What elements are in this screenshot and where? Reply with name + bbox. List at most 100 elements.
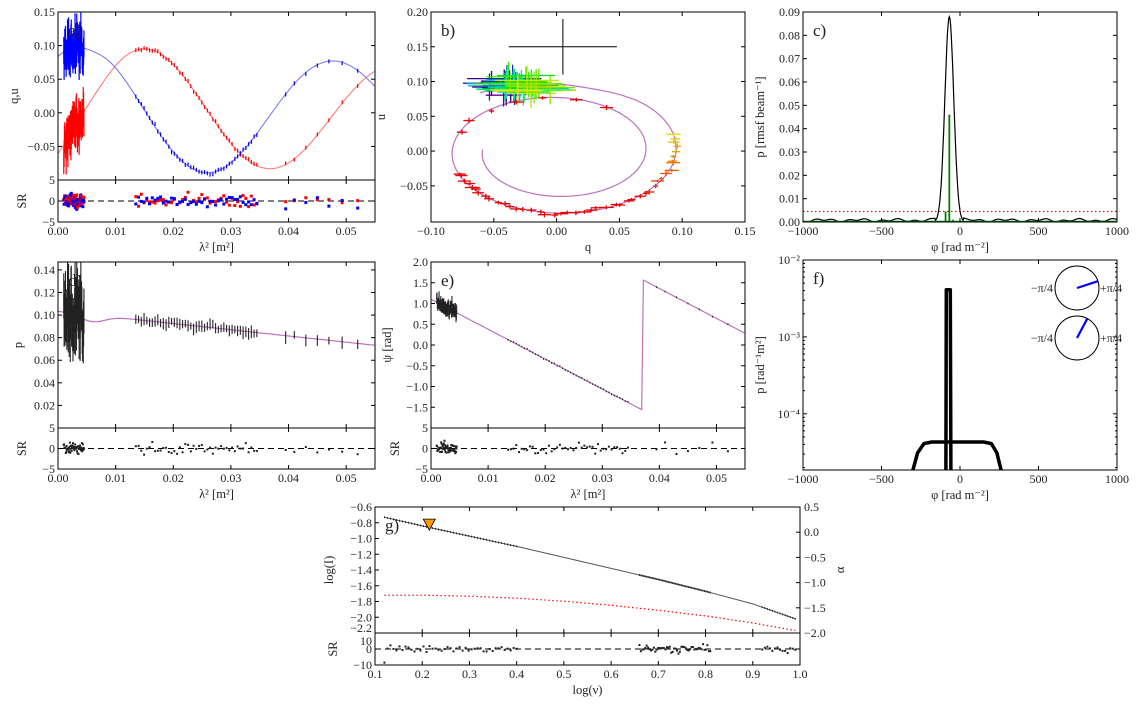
psi-residual-point xyxy=(446,447,449,450)
psi-residual-point xyxy=(531,445,534,448)
intensity-residual-point xyxy=(440,649,443,652)
p-residual-point xyxy=(76,452,79,455)
psi-residual-point xyxy=(455,445,458,448)
x-tick-label: 0.03 xyxy=(592,471,613,485)
intensity-residual-point xyxy=(652,646,655,649)
narrow-component-curve xyxy=(944,288,953,470)
y-tick-label: 0.06 xyxy=(779,75,800,89)
x-tick-label: 0.5 xyxy=(556,667,571,681)
y-tick-label: 0.00 xyxy=(407,144,428,158)
p-residual-point xyxy=(65,445,68,448)
panel-e-residuals-plot-area xyxy=(431,439,745,455)
y-tick-label: 0.03 xyxy=(779,145,800,159)
x-axis-label: λ² [m²] xyxy=(199,487,234,501)
p-residual-point xyxy=(189,450,192,453)
q-residual-point xyxy=(222,194,226,198)
y-axis-label: p [rad⁻¹m²] xyxy=(753,336,767,393)
y-tick-label: 0.04 xyxy=(779,122,800,136)
p-residual-point xyxy=(78,447,81,450)
intensity-residual-point xyxy=(506,647,509,650)
panel-c: −1000 −500 0 500 1000 0.00 0.01 0.02 0.03 0.04 0.0… xyxy=(753,5,1129,254)
intensity-residual-point xyxy=(655,648,658,651)
psi-residual-point xyxy=(440,443,443,446)
p-residual-point xyxy=(67,446,70,449)
intensity-residual-point xyxy=(696,648,699,651)
p-residual-point xyxy=(77,453,80,456)
y-tick-label: −0.5 xyxy=(406,359,428,373)
q-residual-point xyxy=(227,203,231,207)
psi-residual-point xyxy=(439,451,442,454)
x-tick-label: 1.0 xyxy=(793,667,808,681)
intensity-residual-point xyxy=(709,650,712,653)
p-residual-point xyxy=(69,451,72,454)
u-residual-point xyxy=(81,205,85,209)
p-residual-point xyxy=(69,448,72,451)
y-tick-label: 0 xyxy=(366,642,372,656)
intensity-residual-point xyxy=(639,650,642,653)
p-residual-point xyxy=(195,448,198,451)
angle-inset-2: −π/4 +π/4 xyxy=(1031,315,1122,361)
y-axis-label: SR xyxy=(15,193,29,209)
psi-residual-point xyxy=(448,447,451,450)
p-residual-point xyxy=(71,444,74,447)
p-model-curve xyxy=(58,310,375,346)
u-residual-point xyxy=(200,201,204,205)
x-tick-label: 0.00 xyxy=(546,224,567,238)
psi-residual-point xyxy=(583,444,586,447)
intensity-residual-point xyxy=(410,648,413,651)
p-residual-point xyxy=(143,453,146,456)
y-tick-label: 0.02 xyxy=(779,168,800,182)
y-tick-label: 0.09 xyxy=(779,5,800,19)
y-tick-label: 0.00 xyxy=(779,215,800,229)
y-tick-label: 0.02 xyxy=(34,398,55,412)
y-tick-label: 0.10 xyxy=(34,39,55,53)
p-residual-point xyxy=(316,451,319,454)
psi-residual-point xyxy=(451,444,454,447)
intensity-residual-point xyxy=(464,646,467,649)
p-residual-point xyxy=(72,447,75,450)
psi-residual-point xyxy=(507,448,510,451)
u-residual-point xyxy=(292,198,296,202)
panel-g-residuals: 0.1 0.2 0.3 0.4 0.5 0.6 0.7 0.8 0.9 1.0 −10 010 log(… xyxy=(326,632,808,697)
inset-right-label: +π/4 xyxy=(1100,331,1122,345)
intensity-residual-point xyxy=(663,647,666,650)
psi-residual-point xyxy=(588,445,591,448)
q-residual-point xyxy=(64,197,68,201)
x-tick-label: 0.4 xyxy=(509,667,524,681)
psi-residual-point xyxy=(454,452,457,455)
x-tick-label: 0.01 xyxy=(105,224,126,238)
p-residual-point xyxy=(187,443,190,446)
psi-residual-point xyxy=(451,449,454,452)
intensity-residual-point xyxy=(503,648,506,651)
p-residual-point xyxy=(176,452,179,455)
intensity-residual-point xyxy=(707,650,710,653)
y-tick-label: 5 xyxy=(49,421,55,435)
spectral-index-curve xyxy=(384,594,796,632)
p-residual-point xyxy=(74,447,77,450)
intensity-residual-point xyxy=(434,647,437,650)
intensity-residual-point xyxy=(515,647,518,650)
intensity-residual-point xyxy=(686,648,689,651)
p-residual-point xyxy=(145,447,148,450)
q-residual-point xyxy=(247,205,251,209)
y-tick-label: −1.5 xyxy=(406,400,428,414)
x-axis-label: log(ν) xyxy=(573,683,603,697)
q-residual-point xyxy=(244,196,248,200)
panel-label: c) xyxy=(813,21,826,40)
x-tick-label: 0.02 xyxy=(163,471,184,485)
q-residual-point xyxy=(153,201,157,205)
intensity-residual-point xyxy=(771,649,774,652)
u-residual-point xyxy=(153,198,157,202)
x-tick-label: −500 xyxy=(869,472,894,486)
psi-residual-point xyxy=(534,452,537,455)
p-residual-point xyxy=(250,446,253,449)
y-tick-label: −1.4 xyxy=(350,563,372,577)
intensity-residual-point xyxy=(703,648,706,651)
rm-spectrum-curve xyxy=(803,14,1117,222)
p-residual-point xyxy=(77,445,80,448)
psi-residual-point xyxy=(711,441,714,444)
p-residual-point xyxy=(225,447,228,450)
panel-c-plot-area xyxy=(803,14,1117,222)
x-tick-label: 0.00 xyxy=(421,471,442,485)
q-residual-point xyxy=(194,200,198,204)
